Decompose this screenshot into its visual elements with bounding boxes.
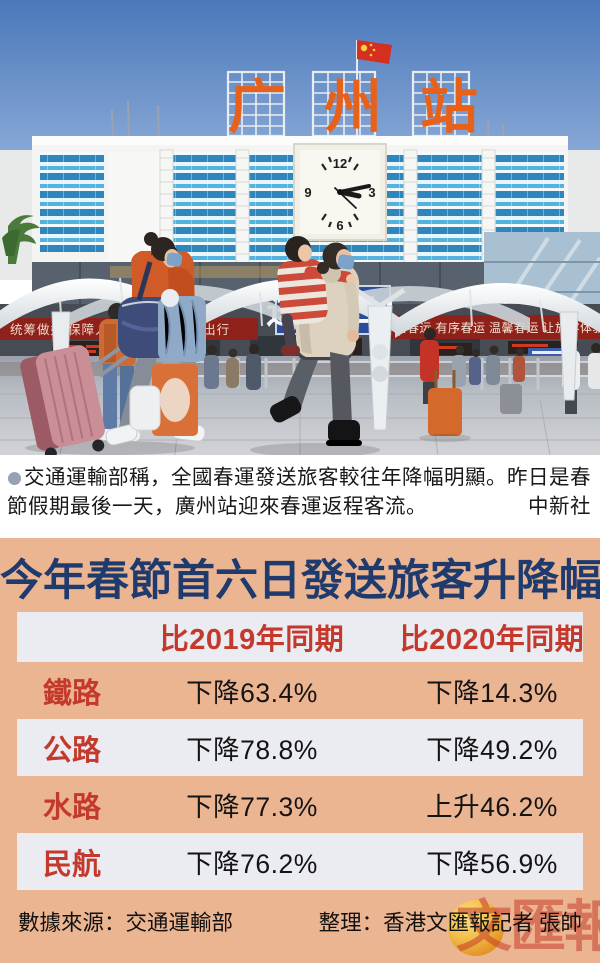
boot-back (269, 396, 302, 423)
infographic-title: 今年春節首六日發送旅客升降幅 (0, 558, 600, 605)
infographic-footer: 數據來源：交通運輸部 整理：香港文匯報記者 張帥 (18, 906, 582, 937)
svg-text:6: 6 (336, 218, 343, 233)
svg-text:3: 3 (368, 185, 375, 200)
palm-tree (2, 215, 40, 264)
row-label-road: 公路 (43, 734, 102, 767)
svg-text:12: 12 (333, 156, 347, 171)
station-photo-art: 广州站 (0, 0, 600, 455)
plastic-bag (129, 385, 161, 431)
photo-credit: 中新社 (528, 496, 591, 518)
shadow-right (250, 443, 380, 455)
table-row: 鐵路 下降63.4% 下降14.3% (17, 662, 583, 719)
rail-vs-2020: 下降14.3% (426, 678, 558, 708)
banner-right-text: 平安春运 有序春运 温馨春运 让旅客体验更美好 (382, 320, 600, 335)
road-vs-2019: 下降78.8% (186, 735, 318, 765)
stats-table: 比2019年同期 比2020年同期 鐵路 下降63.4% 下降14.3% 公路 … (0, 612, 600, 890)
orange-suitcase (428, 388, 462, 436)
column-header-2019: 比2019年同期 (159, 624, 345, 656)
road-vs-2020: 下降49.2% (426, 735, 558, 765)
rail-vs-2019: 下降63.4% (186, 678, 318, 708)
caption-text-2: 節假期最後一天，廣州站迎來春運返程客流。 (7, 496, 427, 518)
row-label-aviation: 民航 (43, 848, 102, 881)
china-flag (356, 40, 392, 140)
caption-line-2: 節假期最後一天，廣州站迎來春運返程客流。 中新社 (7, 493, 593, 522)
svg-text:9: 9 (304, 185, 311, 200)
row-label-water: 水路 (43, 791, 102, 824)
table-row: 民航 下降76.2% 下降56.9% (17, 833, 583, 890)
caption-text-1: 交通運輸部稱，全國春運發送旅客較往年降幅明顯。昨日是春 (24, 467, 591, 489)
data-source: 數據來源：交通運輸部 (18, 911, 234, 935)
pink-suitcase (20, 345, 105, 455)
traveler-left-woman (105, 232, 206, 446)
boot-front (328, 420, 360, 443)
water-vs-2020: 上升46.2% (426, 792, 558, 822)
column-header-2020: 比2020年同期 (399, 624, 585, 656)
water-vs-2019: 下降77.3% (186, 792, 318, 822)
station-photo: 广州站 (0, 0, 600, 455)
table-row: 水路 下降77.3% 上升46.2% (17, 776, 583, 833)
table-header-row: 比2019年同期 比2020年同期 (17, 612, 584, 662)
infographic-panel: 今年春節首六日發送旅客升降幅 比2019年同期 比2020年同期 鐵路 下降63… (0, 538, 600, 963)
photo-caption: 交通運輸部稱，全國春運發送旅客較往年降幅明顯。昨日是春 節假期最後一天，廣州站迎… (0, 455, 600, 538)
station-clock: 12 3 6 9 (293, 143, 387, 241)
child (277, 236, 356, 356)
row-label-rail: 鐵路 (43, 677, 102, 710)
compiled-by: 整理：香港文匯報記者 張帥 (318, 911, 582, 935)
caption-line-1: 交通運輸部稱，全國春運發送旅客較往年降幅明顯。昨日是春 (7, 464, 593, 493)
aviation-vs-2019: 下降76.2% (186, 849, 318, 879)
traveler-woman-with-child (269, 236, 362, 446)
face-mask-left (166, 252, 183, 267)
table-row: 公路 下降78.8% 下降49.2% (17, 719, 583, 776)
aviation-vs-2020: 下降56.9% (426, 849, 558, 879)
station-sign-text: 广州站 (228, 75, 516, 140)
caption-bullet-icon (8, 471, 21, 485)
face-mask-right (337, 254, 355, 270)
station-building (0, 136, 600, 280)
